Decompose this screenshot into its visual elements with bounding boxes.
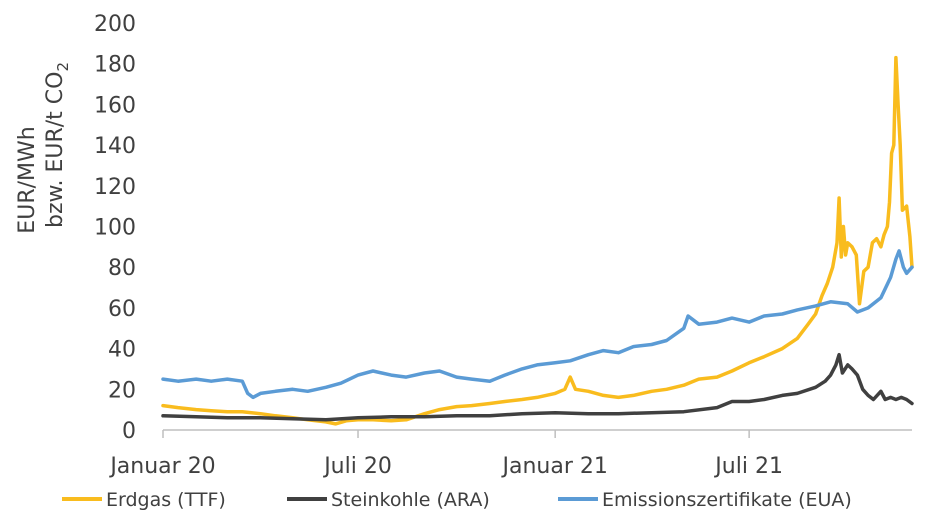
x-tick-label: Januar 20	[108, 454, 215, 479]
legend-label: Emissionszertifikate (EUA)	[602, 489, 852, 511]
series-line-2	[161, 249, 914, 400]
x-axis: Januar 20 Juli 20 Januar 21 Juli 21	[108, 429, 912, 479]
y-tick-label: 100	[94, 216, 136, 241]
legend-label: Steinkohle (ARA)	[331, 489, 490, 511]
x-tick-label: Januar 21	[500, 454, 607, 479]
y-tick-label: 20	[108, 378, 136, 403]
x-tick-label: Juli 20	[322, 454, 392, 479]
y-axis-label-line2-text: bzw. EUR/t CO	[43, 72, 68, 228]
series-lines	[161, 55, 914, 426]
y-tick-label: 0	[122, 419, 136, 444]
y-tick-label: 180	[94, 53, 136, 78]
y-tick-label: 140	[94, 134, 136, 159]
y-axis-label-subscript: 2	[54, 62, 72, 72]
x-tick-label: Juli 21	[713, 454, 783, 479]
y-axis-label-line1: EUR/MWh	[15, 126, 40, 233]
legend: Erdgas (TTF) Steinkohle (ARA) Emissionszer…	[62, 489, 852, 511]
y-tick-label: 40	[108, 338, 136, 363]
y-tick-label: 120	[94, 175, 136, 200]
y-axis-label: EUR/MWh bzw. EUR/t CO2	[15, 62, 72, 234]
y-axis-label-line2: bzw. EUR/t CO2	[43, 62, 72, 228]
y-tick-label: 200	[94, 12, 136, 37]
y-tick-label: 160	[94, 93, 136, 118]
y-tick-label: 60	[108, 297, 136, 322]
y-axis-ticks: 0 20 40 60 80 100 120 140 160 180 200	[94, 12, 136, 444]
series-line-0	[161, 55, 914, 426]
series-line-1	[161, 352, 914, 422]
y-tick-label: 80	[108, 256, 136, 281]
legend-label: Erdgas (TTF)	[106, 489, 226, 511]
